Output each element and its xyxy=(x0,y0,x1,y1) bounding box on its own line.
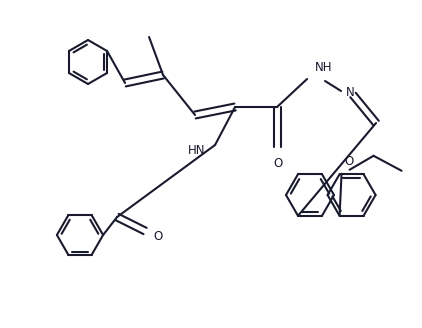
Text: O: O xyxy=(153,230,162,242)
Text: N: N xyxy=(346,87,355,99)
Text: O: O xyxy=(273,157,283,170)
Text: NH: NH xyxy=(315,61,333,74)
Text: O: O xyxy=(345,155,354,168)
Text: HN: HN xyxy=(187,145,205,157)
